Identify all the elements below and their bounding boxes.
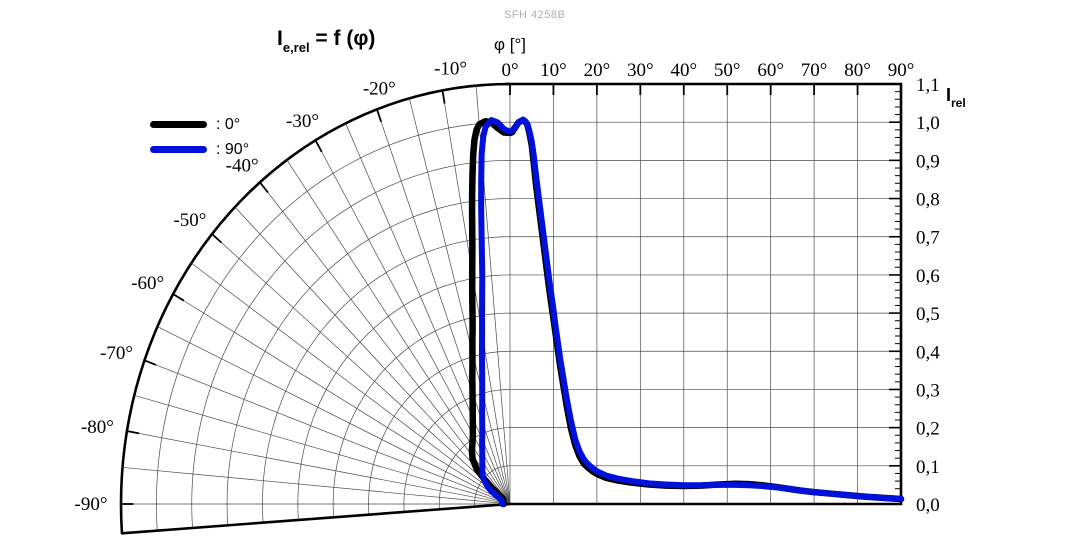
polar-radial-line (442, 90, 511, 505)
polar-arc-tick-label: -80° (81, 417, 114, 438)
polar-radial-line (134, 394, 511, 505)
legend-swatch-90deg (150, 146, 207, 153)
polar-grid-arc (156, 121, 511, 531)
legend-item-0deg: : 0° (150, 112, 249, 137)
polar-arc-tick (259, 181, 269, 194)
angle-axis-label: φ [°] (494, 35, 526, 54)
polar-radial-line (259, 182, 511, 505)
polar-outer-arc (119, 82, 512, 535)
top-axis-tick-label: 90° (888, 60, 915, 81)
polar-radial-line (157, 326, 511, 505)
polar-radial-line (408, 98, 511, 505)
polar-grid-arc (226, 198, 511, 526)
value-axis-tick-label: 1,1 (916, 75, 940, 96)
top-axis-tick-label: 20° (584, 60, 611, 81)
value-axis-tick-label: 0,7 (916, 228, 940, 249)
top-axis-tick-label: 40° (670, 60, 697, 81)
polar-radial-line (315, 140, 511, 505)
top-axis-tick-label: 0° (501, 60, 518, 81)
legend-swatch-0deg (150, 121, 207, 128)
top-axis-tick-label: 70° (801, 60, 828, 81)
polar-arc-tick-label: -20° (363, 79, 396, 100)
value-axis-tick-label: 0,2 (916, 419, 940, 440)
value-axis-tick-label: 0,5 (916, 304, 940, 325)
polar-arc-tick (211, 233, 223, 244)
polar-grid-arc (438, 427, 511, 510)
polar-arc-tick-label: -30° (286, 111, 319, 132)
legend: : 0° : 90° (150, 112, 249, 162)
polar-arc-tick-label: -60° (131, 273, 164, 294)
value-axis-tick-label: 1,0 (916, 113, 940, 134)
legend-label-90deg: : 90° (216, 140, 250, 158)
value-axis-tick-label: 0,0 (916, 495, 940, 516)
part-number-watermark: SFH 4258B (504, 9, 566, 21)
value-axis-tick-label: 0,1 (916, 457, 940, 478)
polar-radial-line (345, 123, 511, 505)
value-axis-tick-label: 0,6 (916, 266, 940, 287)
legend-label-0deg: : 0° (216, 115, 241, 133)
polar-arc-tick-label: -40° (226, 155, 259, 176)
value-axis-tick-label: 0,3 (916, 380, 940, 401)
value-axis-label: Irel (946, 85, 966, 110)
polar-arc-tick-label: -90° (75, 494, 108, 515)
polar-arc-tick-label: -70° (100, 343, 133, 364)
value-axis-tick-label: 0,4 (916, 342, 940, 363)
polar-grid-arc (297, 274, 511, 521)
polar-arc-tick (172, 293, 185, 302)
polar-grid-arc (262, 236, 511, 523)
polar-sector-edge (121, 502, 511, 535)
polar-radial-line (376, 109, 511, 505)
top-axis-tick-label: 80° (844, 60, 871, 81)
polar-radial-line (172, 293, 511, 505)
chart-title: Ie,rel = f (φ) (277, 27, 376, 56)
polar-radial-line (126, 430, 511, 505)
top-axis-tick-label: 60° (757, 60, 784, 81)
polar-radial-line (234, 206, 511, 505)
legend-item-90deg: : 90° (150, 137, 249, 162)
top-axis-tick-label: 50° (714, 60, 741, 81)
polar-arc-tick (126, 430, 140, 435)
polar-arc-tick (314, 139, 323, 153)
polar-arc-tick (144, 359, 157, 366)
polar-arc-tick (441, 90, 446, 104)
top-axis-tick-label: 30° (627, 60, 654, 81)
polar-radial-line (191, 262, 511, 505)
curve-90deg-plane (478, 116, 904, 507)
polar-radial-line (144, 360, 511, 505)
polar-arc-tick (376, 109, 383, 123)
polar-radial-line (211, 233, 511, 505)
polar-radial-line (122, 467, 511, 505)
polar-arc-tick-label: -50° (173, 210, 206, 231)
top-axis-tick-label: 10° (540, 60, 567, 81)
value-axis-tick-label: 0,9 (916, 151, 940, 172)
polar-grid-arc (191, 160, 511, 529)
polar-arc-tick-label: -10° (434, 59, 467, 80)
polar-grid-arc (332, 312, 511, 518)
value-axis-tick-label: 0,8 (916, 190, 940, 211)
